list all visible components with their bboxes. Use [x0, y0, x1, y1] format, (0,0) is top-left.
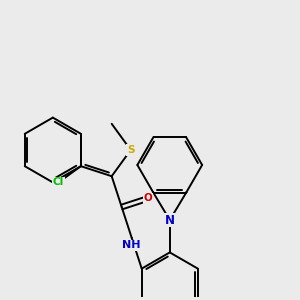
Text: NH: NH	[122, 240, 141, 250]
Text: S: S	[127, 145, 134, 155]
Text: N: N	[165, 214, 175, 226]
Text: O: O	[143, 194, 152, 203]
Text: Cl: Cl	[53, 177, 64, 188]
